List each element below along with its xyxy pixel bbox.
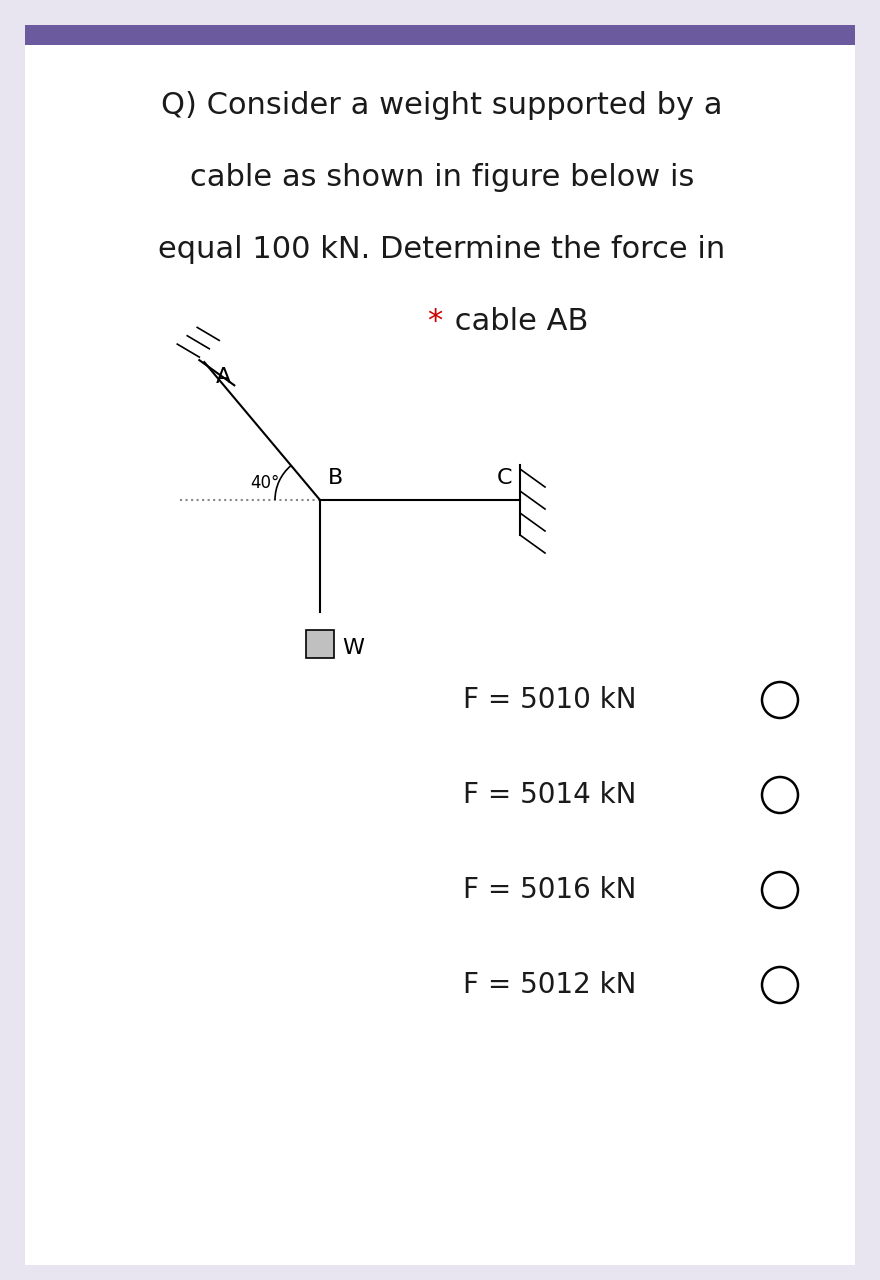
Text: C: C xyxy=(496,468,512,488)
Text: *: * xyxy=(427,306,442,335)
Text: Q) Consider a weight supported by a: Q) Consider a weight supported by a xyxy=(161,91,722,119)
Text: W: W xyxy=(342,637,364,658)
FancyBboxPatch shape xyxy=(306,630,334,658)
Bar xyxy=(25,26,855,45)
Text: F = 5012 kN: F = 5012 kN xyxy=(463,972,637,998)
Text: cable AB: cable AB xyxy=(445,306,589,335)
Text: F = 5016 kN: F = 5016 kN xyxy=(463,876,637,904)
Text: B: B xyxy=(328,468,343,488)
Text: 40°: 40° xyxy=(250,474,280,492)
Text: F = 5014 kN: F = 5014 kN xyxy=(463,781,637,809)
Text: A: A xyxy=(216,367,231,387)
Text: F = 5010 kN: F = 5010 kN xyxy=(463,686,637,714)
Text: equal 100 kN. Determine the force in: equal 100 kN. Determine the force in xyxy=(158,234,726,264)
FancyBboxPatch shape xyxy=(25,26,855,1265)
Text: cable as shown in figure below is: cable as shown in figure below is xyxy=(190,163,694,192)
